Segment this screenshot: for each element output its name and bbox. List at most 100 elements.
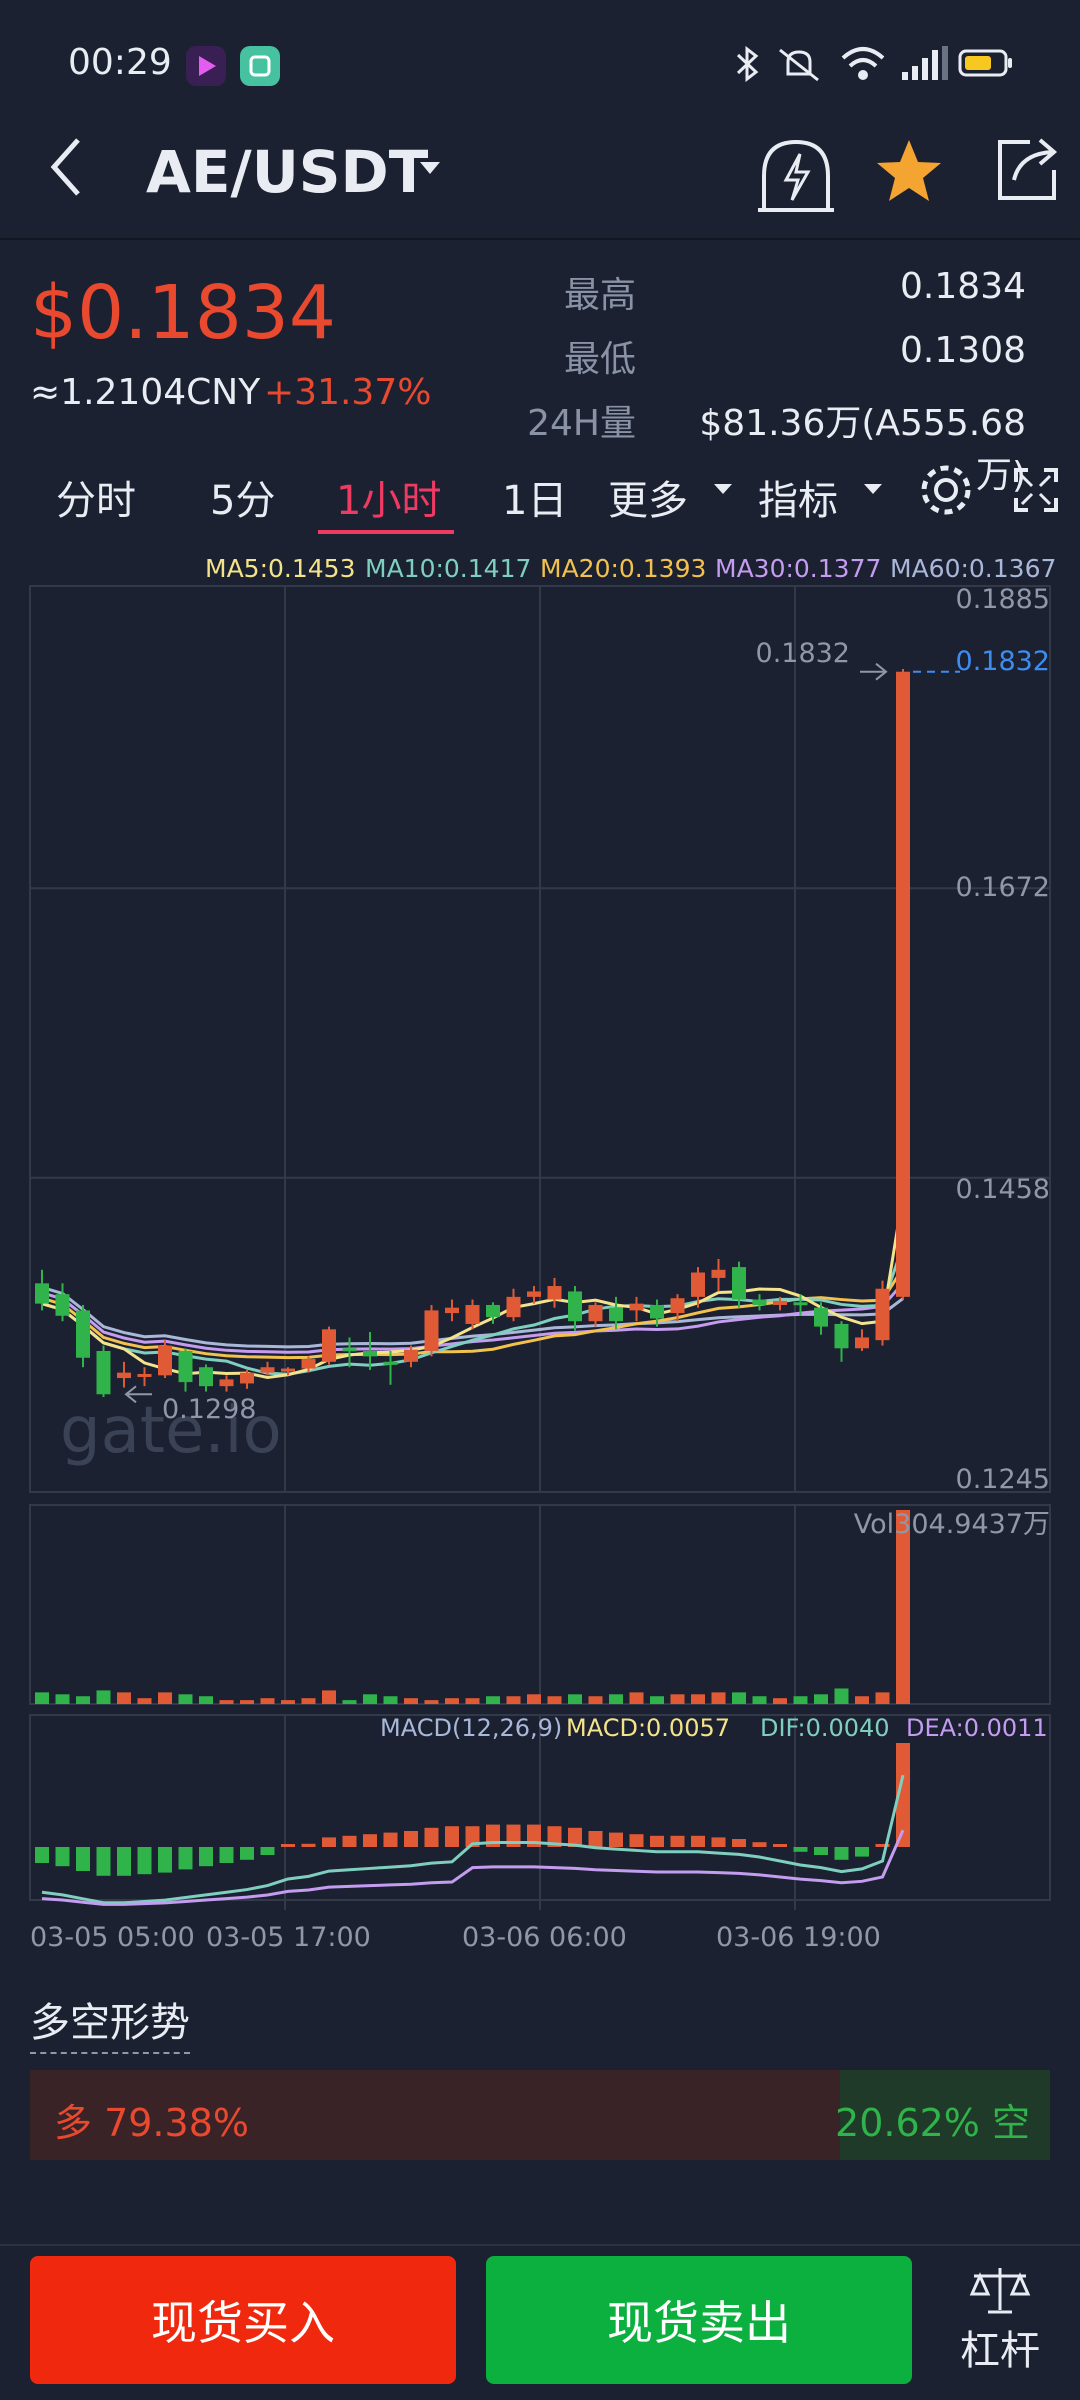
dif-value: DIF:0.0040 [760,1714,890,1742]
y-tick-label: 0.1672 [955,872,1050,903]
candle [670,1298,685,1314]
indicators-dropdown-icon[interactable] [862,480,884,500]
macd-bar [650,1835,664,1847]
volume-label: 24H量 [527,403,636,444]
macd-bar [834,1847,849,1860]
spot-sell-button[interactable]: 现货卖出 [486,2256,912,2384]
price-cny: ≈1.2104CNY [30,372,261,413]
candle [814,1307,828,1327]
macd-bar [404,1831,418,1847]
last-price-axis-label: 0.1832 [955,646,1050,677]
tab-timeshare[interactable]: 分时 [56,478,136,524]
macd-bar [629,1834,644,1847]
tab-1hour[interactable]: 1小时 [336,478,442,524]
tab-1day[interactable]: 1日 [502,478,568,524]
volume-bar [363,1694,377,1704]
macd-bar [260,1847,275,1855]
volume-bar [834,1688,849,1704]
leverage-button[interactable]: 杠杆 [940,2262,1060,2382]
volume-bar [793,1696,808,1704]
trend-title[interactable]: 多空形势 [30,1990,190,2054]
alert-icon[interactable] [756,132,836,222]
candle [35,1283,49,1304]
ma20-label: MA20:0.1393 [540,554,707,583]
volume-bar [199,1696,213,1704]
macd-bar [547,1826,562,1847]
status-time: 00:29 [68,42,172,83]
volume-bar [609,1694,623,1704]
high-value: 0.1834 [900,266,1026,307]
candle [178,1350,193,1383]
candle [691,1272,705,1297]
candle [281,1368,295,1372]
ma60-label: MA60:0.1367 [890,554,1057,583]
macd-bar [117,1847,131,1876]
y-tick-label: 0.1245 [955,1464,1050,1495]
candle [629,1303,644,1311]
candle [650,1304,664,1319]
long-segment: 多 79.38% [30,2070,840,2160]
tab-5min[interactable]: 5分 [210,478,276,524]
volume-bar [773,1698,787,1704]
app-notification-icon [186,46,226,86]
spot-buy-button[interactable]: 现货买入 [30,2256,456,2384]
wifi-icon [841,47,885,80]
volume-bar [424,1700,439,1704]
candle [301,1359,316,1369]
volume-bar [281,1700,295,1704]
share-icon[interactable] [990,134,1064,208]
candle [855,1337,869,1349]
ma5-label: MA5:0.1453 [205,554,356,583]
macd-bar [711,1837,726,1847]
volume-bar [588,1696,603,1704]
back-arrow-icon[interactable] [40,132,90,202]
macd-bar [219,1847,234,1863]
settings-gear-icon[interactable] [916,460,976,520]
volume-bar [629,1692,644,1704]
volume-bar [322,1690,336,1704]
kline-chart[interactable]: gate.io [0,580,1080,1910]
tab-more[interactable]: 更多 [608,478,688,524]
price-change: +31.37% [264,372,432,413]
candle [752,1299,767,1305]
macd-bar [199,1847,213,1867]
macd-bar [96,1847,111,1876]
tab-active-indicator [318,530,454,534]
fullscreen-icon[interactable] [1012,466,1060,514]
more-dropdown-icon[interactable] [712,480,734,500]
nav-header: AE/USDT [0,120,1080,240]
macd-params: MACD(12,26,9) [380,1714,563,1742]
volume-bar [383,1696,398,1704]
favorite-star-icon[interactable] [874,136,944,206]
volume-bar [691,1694,705,1704]
volume-bar [650,1696,664,1704]
tab-indicators[interactable]: 指标 [758,478,838,524]
volume-bar [752,1696,767,1704]
candle [588,1304,603,1322]
low-value: 0.1308 [900,330,1026,371]
macd-bar [35,1847,49,1863]
last-price: $0.1834 [30,270,337,356]
macd-bar [588,1831,603,1847]
candle [55,1294,70,1316]
low-marker-arrow [124,1385,152,1404]
candle [568,1291,582,1322]
low-marker: 0.1298 [162,1394,257,1425]
volume-label: Vol304.9437万 [853,1509,1050,1540]
volume-bar [76,1696,90,1704]
macd-bar [875,1844,890,1847]
volume-bar [814,1694,828,1704]
macd-bar [342,1835,357,1847]
pair-title[interactable]: AE/USDT [146,138,429,206]
macd-bar [240,1847,254,1860]
macd-bar [732,1839,746,1847]
volume-bar [670,1694,685,1704]
long-percent: 多 79.38% [54,2101,249,2145]
macd-bar [76,1847,90,1871]
macd-bar [363,1834,377,1847]
volume-bar [342,1700,357,1704]
candle [445,1307,459,1314]
volume-bar [568,1694,582,1704]
pair-dropdown-icon[interactable] [418,158,442,178]
volume-bar [404,1698,418,1704]
